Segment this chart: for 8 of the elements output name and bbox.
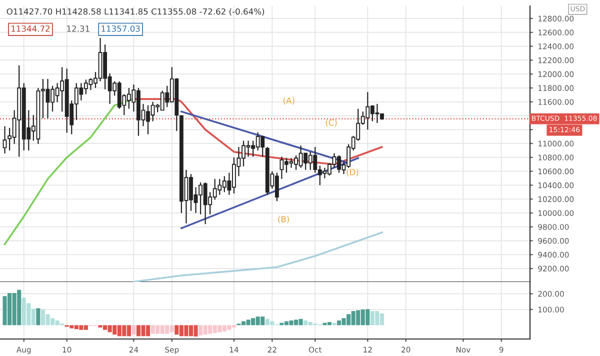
annotation: (C) [326,119,337,127]
annotation: 11357.03 [102,25,140,32]
annotation: 12.31 [67,25,90,32]
annotation: (D) [346,168,358,176]
annotation: O11427.70 H11428.58 L11341.85 C11355.08 -72.62 (-0.64%) [6,8,264,16]
annotation: (A) [283,97,294,105]
annotation: (B) [278,216,289,224]
annotation: 11344.72 [12,25,50,32]
